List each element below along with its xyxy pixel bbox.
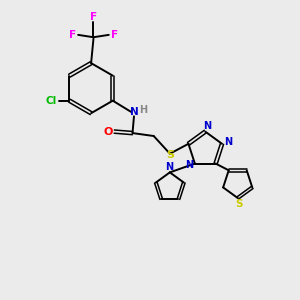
Text: N: N: [165, 161, 173, 172]
Text: Cl: Cl: [46, 96, 57, 106]
Text: H: H: [139, 104, 148, 115]
Text: F: F: [110, 30, 118, 40]
Text: O: O: [103, 127, 112, 136]
Text: N: N: [203, 121, 211, 131]
Text: F: F: [69, 30, 76, 40]
Text: S: S: [236, 200, 243, 209]
Text: S: S: [166, 150, 174, 160]
Text: N: N: [224, 137, 232, 147]
Text: N: N: [130, 107, 138, 117]
Text: F: F: [90, 12, 97, 22]
Text: N: N: [185, 160, 194, 170]
